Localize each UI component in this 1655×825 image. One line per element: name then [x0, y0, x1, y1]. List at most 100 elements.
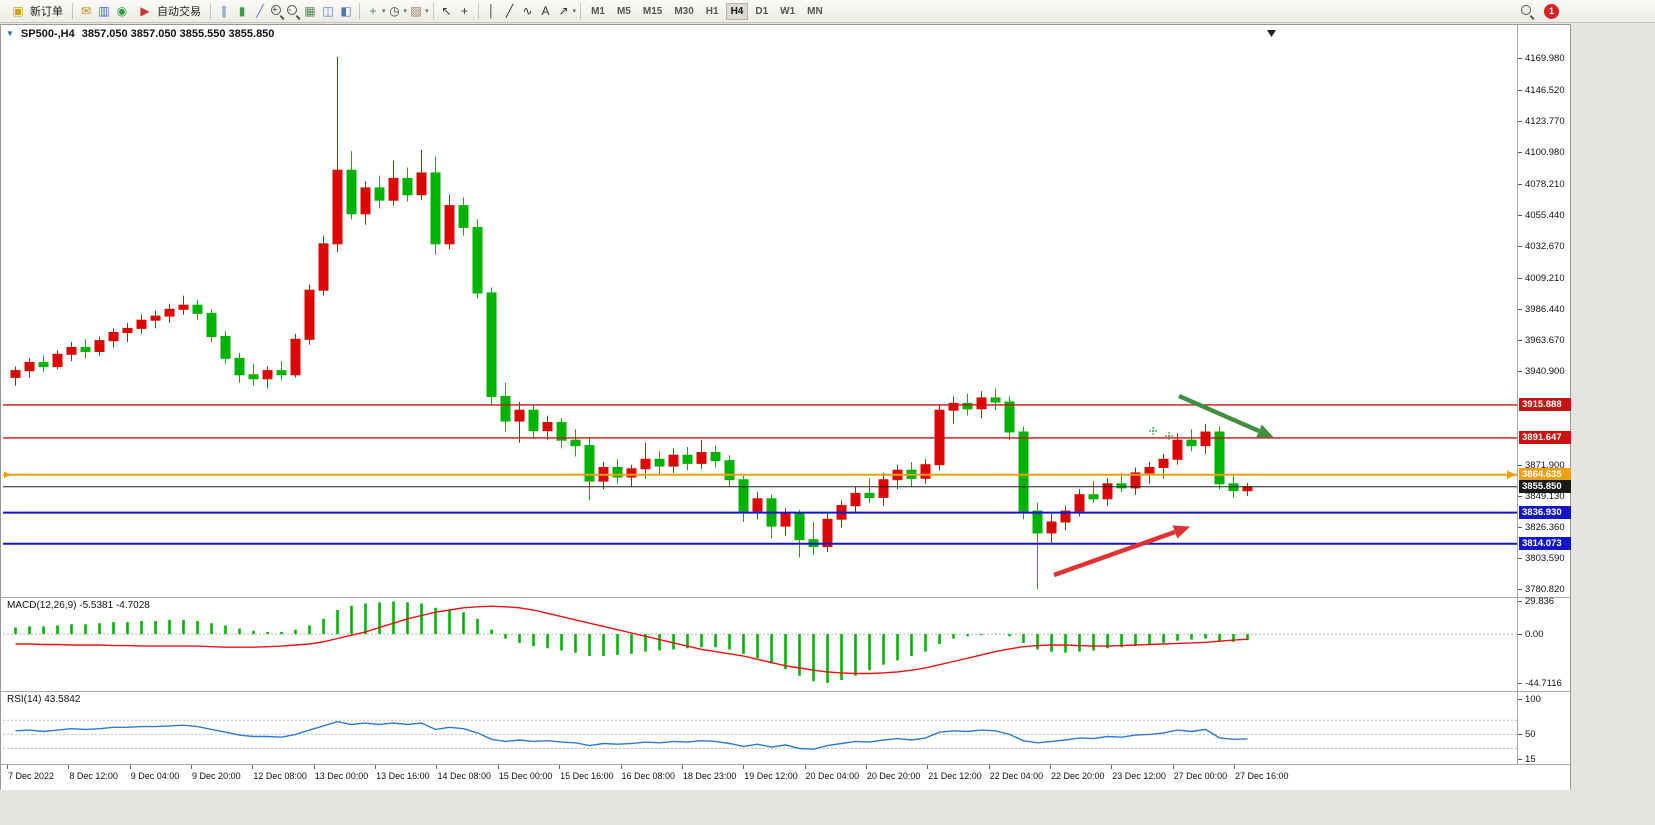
auto-trading-button[interactable]: ▶ 自动交易 [131, 1, 206, 21]
time-axis-tick [927, 765, 929, 769]
new-order-button[interactable]: ▣ 新订单 [4, 1, 68, 21]
cursor-icon[interactable]: ↖ [441, 4, 452, 18]
standard-icons-group: ✉ ▥ ◉ [77, 3, 131, 19]
price-tick-label: 4032.670 [1525, 240, 1565, 252]
toolbar-separator [210, 3, 211, 19]
timeframe-d1-button[interactable]: D1 [750, 3, 773, 20]
price-axis-tick [1518, 277, 1522, 279]
time-axis-tick [313, 765, 315, 769]
market-watch-icon[interactable]: ▥ [98, 4, 110, 18]
periods-icon[interactable]: ◷ [389, 4, 400, 18]
chart-menu-icon[interactable]: ▼ [6, 29, 14, 38]
timeframe-m30-button[interactable]: M30 [669, 3, 698, 20]
time-axis-label: 16 Dec 08:00 [621, 771, 676, 781]
time-axis-tick [1111, 765, 1113, 769]
time-axis-label: 27 Dec 00:00 [1173, 771, 1228, 781]
chart-ohlc-values: 3857.050 3857.050 3855.550 3855.850 [81, 28, 275, 40]
time-axis-label: 9 Dec 20:00 [192, 771, 241, 781]
macd-histogram [14, 601, 1249, 683]
time-axis-tick [129, 765, 131, 769]
templates-icon[interactable]: ▨ [410, 4, 422, 18]
vertical-line-icon[interactable]: │ [487, 4, 496, 18]
price-axis-tick [1518, 245, 1522, 247]
time-axis-tick [559, 765, 561, 769]
price-axis-tick [1518, 495, 1522, 497]
timeframe-m1-button[interactable]: M1 [586, 3, 610, 20]
time-axis-tick [375, 765, 377, 769]
indicator-tools-group: + ▾ ◷ ▾ ▨ ▾ [364, 3, 428, 19]
horizontal-lines[interactable] [3, 404, 1517, 545]
zoom-in-icon[interactable]: + [269, 3, 285, 19]
arrow-objects-icon[interactable]: ↗ [558, 4, 569, 18]
trendline-icon[interactable]: ╱ [505, 4, 514, 18]
cursor-tools-group: ↖ + [438, 3, 474, 19]
price-axis-tick [1518, 464, 1522, 466]
time-axis-label: 15 Dec 00:00 [498, 771, 553, 781]
timeframe-w1-button[interactable]: W1 [775, 3, 800, 20]
plus-mark [1165, 432, 1173, 440]
time-axis-tick [436, 765, 438, 769]
grid-icon[interactable]: ▦ [304, 4, 316, 18]
search-icon[interactable] [1519, 3, 1535, 19]
price-axis-tick [1518, 152, 1522, 154]
time-axis: 7 Dec 2022 8 Dec 12:00 9 Dec 04:00 9 Dec 20… [1, 765, 1570, 790]
time-axis-tick [68, 765, 70, 769]
price-axis-tick [1518, 339, 1522, 341]
price-axis-tick [1518, 121, 1522, 123]
price-chart-canvas[interactable] [3, 27, 1517, 597]
rsi-line [15, 720, 1248, 750]
time-axis-tick [865, 765, 867, 769]
chart-shift-marker[interactable] [1267, 30, 1276, 37]
chart-header: ▼ SP500-,H4 3857.050 3857.050 3855.550 3… [6, 28, 274, 40]
time-axis-tick [7, 765, 8, 769]
price-axis-separator [1517, 25, 1518, 765]
panel-separator[interactable] [1, 691, 1570, 692]
periods-dropdown[interactable]: ◷ ▾ [386, 3, 408, 19]
panel-separator[interactable] [1, 597, 1570, 598]
red-up-arrow[interactable] [1053, 525, 1191, 578]
macd-signal-line [15, 605, 1248, 675]
add-indicator-dropdown[interactable]: + ▾ [364, 3, 385, 19]
price-axis-tick [1518, 214, 1522, 216]
green-down-arrow[interactable] [1178, 393, 1274, 438]
time-axis-tick [620, 765, 622, 769]
macd-panel-canvas[interactable] [3, 598, 1517, 691]
candles-chart-icon[interactable]: ▮ [238, 4, 246, 18]
timeframe-m5-button[interactable]: M5 [612, 3, 636, 20]
price-tick-label: 3826.360 [1525, 521, 1565, 533]
rsi-panel-canvas[interactable] [3, 692, 1517, 764]
arrow-objects-dropdown[interactable]: ↗ ▾ [555, 3, 577, 19]
templates-dropdown[interactable]: ▨ ▾ [407, 3, 428, 19]
cycle-lines-icon[interactable]: ∿ [522, 4, 533, 18]
mail-icon[interactable]: ✉ [80, 4, 92, 18]
dropdown-caret-icon: ▾ [403, 8, 408, 15]
price-axis-tick [1518, 183, 1522, 185]
navigator-icon[interactable]: ◉ [116, 4, 128, 18]
timeframe-h4-button[interactable]: H4 [725, 2, 749, 20]
macd-label: MACD(12,26,9) -5.5381 -4.7028 [7, 600, 150, 611]
cascade-windows-icon[interactable]: ◧ [340, 4, 352, 18]
line-chart-icon[interactable]: ╱ [256, 4, 264, 18]
price-axis-tick [1518, 526, 1522, 528]
rsi-axis-tick [1518, 699, 1522, 701]
timeframe-mn-button[interactable]: MN [802, 3, 828, 20]
rsi-tick-label: 15 [1525, 754, 1536, 766]
timeframe-m15-button[interactable]: M15 [638, 3, 667, 20]
macd-tick-label: 29.836 [1525, 596, 1555, 608]
timeframe-h1-button[interactable]: H1 [701, 3, 724, 20]
text-label-icon[interactable]: A [541, 4, 550, 18]
time-axis-label: 14 Dec 08:00 [437, 771, 491, 781]
add-indicator-icon[interactable]: + [369, 4, 377, 18]
time-axis-label: 22 Dec 04:00 [989, 771, 1044, 781]
crosshair-icon[interactable]: + [461, 4, 469, 18]
time-axis-tick [1049, 765, 1051, 769]
zoom-out-icon[interactable]: - [285, 3, 301, 19]
toolbar-separator [477, 3, 479, 19]
notification-badge[interactable]: 1 [1544, 3, 1559, 19]
bars-chart-icon[interactable]: ∥ [221, 4, 227, 18]
time-axis-label: 27 Dec 16:00 [1235, 771, 1289, 781]
tile-windows-icon[interactable]: ◫ [322, 4, 334, 18]
macd-axis-tick [1518, 634, 1522, 636]
time-axis-label: 13 Dec 16:00 [376, 771, 430, 781]
time-axis-label: 7 Dec 2022 [8, 771, 55, 781]
